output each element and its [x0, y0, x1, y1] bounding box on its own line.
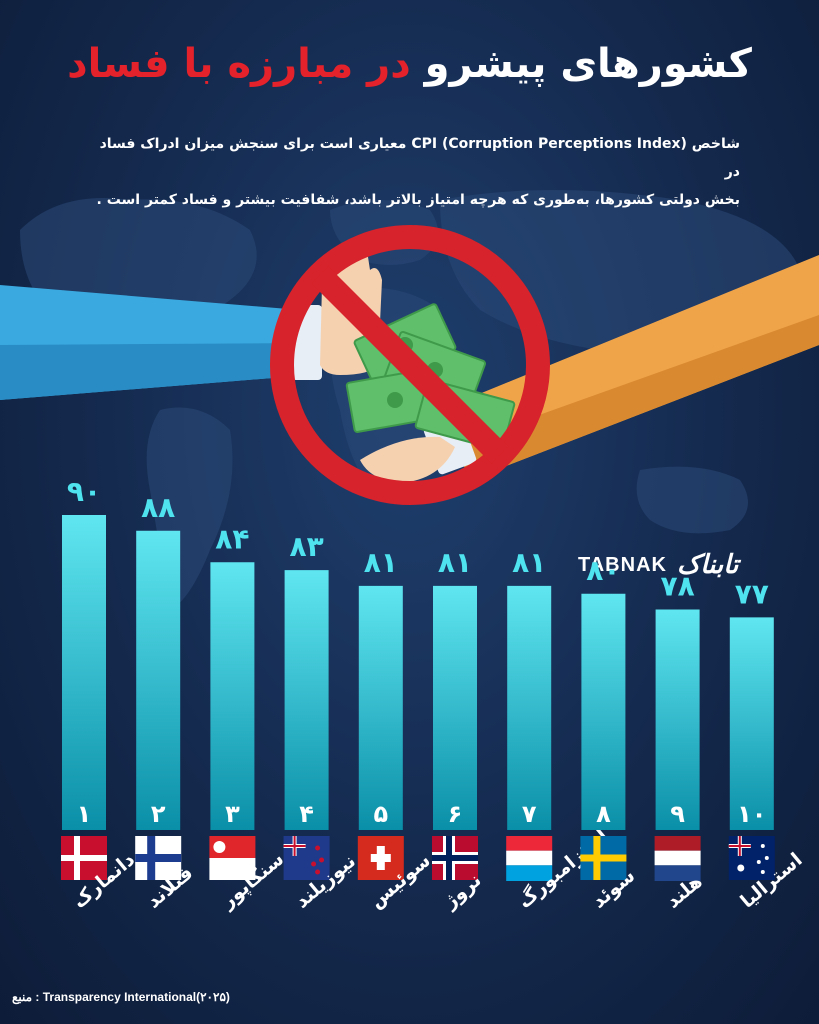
- bar-5: [358, 585, 403, 830]
- value-label-8: ۸۰: [586, 554, 620, 587]
- giving-hand: [360, 436, 455, 483]
- rank-label-2: ۲: [151, 800, 166, 828]
- value-label-2: ۸۸: [141, 491, 175, 524]
- page-title: کشورهای پیشرو در مبارزه با فساد: [0, 38, 819, 90]
- rank-label-4: ۴: [299, 800, 314, 828]
- bar-9: [655, 609, 700, 830]
- value-label-10: ۷۷: [735, 577, 769, 610]
- value-label-3: ۸۴: [215, 522, 249, 555]
- value-label-9: ۷۸: [661, 570, 695, 603]
- value-label-1: ۹۰: [67, 475, 101, 508]
- rank-label-5: ۵: [373, 800, 388, 828]
- bar-8: [581, 593, 626, 830]
- bar-10: [729, 617, 774, 830]
- finland-flag: [135, 836, 182, 880]
- cpi-description: شاخص CPI (Corruption Perceptions Index) …: [80, 130, 740, 214]
- anti-bribery-illustration: [0, 225, 819, 505]
- norway-flag: [432, 836, 478, 880]
- rank-label-6: ۶: [448, 800, 463, 828]
- sweden-flag: [580, 836, 627, 880]
- value-label-6: ۸۱: [438, 546, 472, 579]
- bar-1: [62, 515, 106, 830]
- value-label-4: ۸۳: [290, 530, 324, 563]
- rank-label-8: ۸: [596, 800, 611, 828]
- description-line-1: شاخص CPI (Corruption Perceptions Index) …: [99, 136, 740, 180]
- switzerland-flag: [357, 836, 404, 880]
- bar-6: [433, 585, 477, 830]
- bar-4: [284, 570, 329, 830]
- denmark-flag: [61, 836, 107, 880]
- netherlands-flag: [654, 836, 701, 881]
- source-note: منبع : Transparency International(۲۰۲۵): [12, 990, 230, 1004]
- prohibition-sign-icon: [270, 225, 550, 505]
- australia-flag: [728, 836, 775, 880]
- rank-label-1: ۱: [77, 800, 92, 828]
- value-label-7: ۸۱: [512, 546, 546, 579]
- rank-label-3: ۳: [225, 800, 240, 828]
- rank-label-10: ۱۰: [737, 800, 766, 828]
- bar-2: [136, 530, 181, 830]
- bar-3: [210, 562, 255, 830]
- rank-label-9: ۹: [670, 800, 685, 828]
- luxembourg-flag: [506, 836, 553, 881]
- title-red-part: در مبارزه با فساد: [67, 41, 411, 87]
- description-line-2: بخش دولتی کشورها، به‌طوری که هرچه امتیاز…: [96, 192, 740, 208]
- brand-logo-fa: تابناک: [676, 550, 739, 580]
- new-zealand-flag: [283, 836, 330, 880]
- value-label-5: ۸۱: [364, 546, 398, 579]
- brand-logo-en: TABNAK: [578, 553, 667, 576]
- bar-7: [507, 585, 552, 830]
- rank-label-7: ۷: [522, 800, 537, 828]
- tabnak-logo: TABNAK تابناک: [578, 550, 738, 580]
- singapore-flag: [209, 836, 256, 880]
- title-white-part: کشورهای پیشرو: [424, 41, 752, 87]
